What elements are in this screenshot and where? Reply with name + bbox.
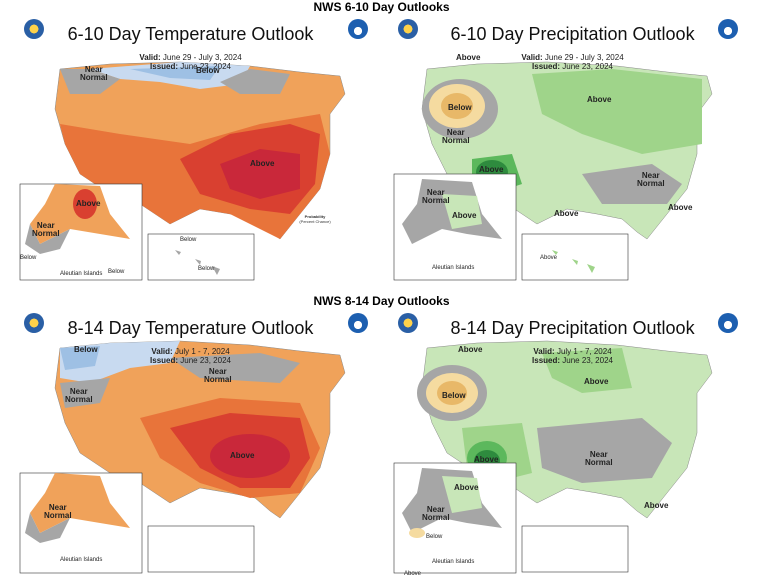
label-ak-below: Below xyxy=(20,255,37,261)
label-above-nw: Above xyxy=(458,345,483,354)
noaa-doc-seal-icon xyxy=(24,19,44,39)
label-above-n: Above xyxy=(584,377,609,386)
precipitation-map-8-14 xyxy=(393,340,713,574)
valid-dates: Valid: July 1 - 7, 2024 Issued: June 23, … xyxy=(532,347,613,365)
panel-6-10-temperature: 6-10 Day Temperature Outlook Valid: June… xyxy=(0,14,381,292)
label-below: Below xyxy=(442,391,466,400)
label-aleutian: Aleutian Islands xyxy=(432,265,475,271)
panel-title: 8-14 Day Precipitation Outlook xyxy=(450,318,695,338)
valid-dates: Valid: June 29 - July 3, 2024 Issued: Jun… xyxy=(521,53,624,71)
label-near-se: Near Normal xyxy=(585,450,613,467)
label-above-sw: Above xyxy=(474,455,499,464)
valid-dates: Valid: July 1 - 7, 2024 Issued: June 23, … xyxy=(150,347,231,365)
label-ak-above: Above xyxy=(452,211,477,220)
panel-title: 8-14 Day Temperature Outlook xyxy=(67,318,314,338)
panel-8-14-precipitation: 8-14 Day Precipitation Outlook Valid: Ju… xyxy=(382,308,763,586)
panel-6-10-precipitation: 6-10 Day Precipitation Outlook Valid: Ju… xyxy=(382,14,763,292)
label-aleutian-below: Below xyxy=(108,269,125,275)
valid-dates: Valid: June 29 - July 3, 2024 Issued: Jun… xyxy=(139,53,242,71)
label-above-s: Above xyxy=(644,501,669,510)
label-near-w: Near Normal xyxy=(65,387,93,404)
label-near-n: Near Normal xyxy=(204,367,232,384)
label-ak-below: Below xyxy=(426,534,443,540)
label-ak-near: Near Normal xyxy=(422,188,450,205)
label-hi-below-2: Below xyxy=(198,266,215,272)
label-ak-near: Near Normal xyxy=(32,221,60,238)
panel-title: 6-10 Day Temperature Outlook xyxy=(67,24,314,44)
label-above-sw: Above xyxy=(479,165,504,174)
noaa-doc-seal-icon xyxy=(398,313,418,333)
noaa-logo-icon xyxy=(718,313,738,333)
panel-8-14-temperature: 8-14 Day Temperature Outlook Valid: July… xyxy=(0,308,381,586)
label-ak-above: Above xyxy=(76,199,101,208)
label-aleutian: Aleutian Islands xyxy=(60,557,103,563)
label-above-nw: Above xyxy=(456,53,481,62)
label-aleutian: Aleutian Islands xyxy=(60,271,103,277)
panel-title: 6-10 Day Precipitation Outlook xyxy=(450,24,695,44)
label-above: Above xyxy=(250,159,275,168)
section-title-8-14: NWS 8-14 Day Outlooks xyxy=(313,294,450,308)
label-above-fl: Above xyxy=(668,203,693,212)
label-ak-near: Near Normal xyxy=(422,505,450,522)
label-above: Above xyxy=(230,451,255,460)
noaa-logo-icon xyxy=(348,19,368,39)
label-ak-above: Above xyxy=(454,483,479,492)
label-below: Below xyxy=(448,103,472,112)
legend: Probability (Percent Chance) xyxy=(299,214,331,224)
label-above-aleut: Above xyxy=(404,571,422,577)
label-above-central: Above xyxy=(587,95,612,104)
noaa-logo-icon xyxy=(348,313,368,333)
label-near-se: Near Normal xyxy=(637,171,665,188)
label-above-s: Above xyxy=(554,209,579,218)
temperature-map-8-14 xyxy=(19,340,346,574)
label-below: Below xyxy=(74,345,98,354)
noaa-doc-seal-icon xyxy=(24,313,44,333)
label-hi-below: Below xyxy=(180,237,197,243)
label-below: Below xyxy=(196,66,220,75)
label-near-normal: Near Normal xyxy=(80,65,108,82)
section-title-6-10: NWS 6-10 Day Outlooks xyxy=(313,0,450,14)
temperature-map-6-10 xyxy=(19,61,346,281)
precipitation-map-6-10 xyxy=(393,61,713,281)
noaa-doc-seal-icon xyxy=(398,19,418,39)
noaa-logo-icon xyxy=(718,19,738,39)
label-near-w: Near Normal xyxy=(442,128,470,145)
label-aleutian: Aleutian Islands xyxy=(432,559,475,565)
label-hi-above: Above xyxy=(540,255,558,261)
label-ak-near: Near Normal xyxy=(44,503,72,520)
